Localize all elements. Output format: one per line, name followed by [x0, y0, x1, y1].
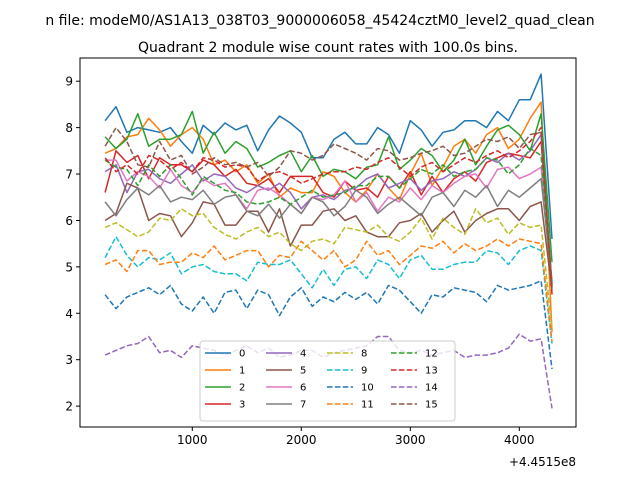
- y-tick-label: 7: [65, 168, 73, 182]
- series-line-15: [104, 126, 553, 286]
- legend-label-7: 7: [300, 400, 306, 411]
- legend-label-0: 0: [239, 349, 245, 360]
- axes-frame: [79, 57, 577, 428]
- legend-box: [199, 340, 456, 422]
- legend-label-3: 3: [239, 400, 245, 411]
- y-tick-label: 2: [65, 400, 73, 414]
- series-line-13: [104, 126, 553, 295]
- series-line-1: [104, 101, 553, 332]
- legend-label-11: 11: [361, 400, 374, 411]
- series-line-8: [104, 208, 553, 330]
- x-axis-offset-label: +4.4515e8: [509, 455, 576, 469]
- legend-label-8: 8: [361, 349, 367, 360]
- legend-label-5: 5: [300, 366, 306, 377]
- x-tick-label: 3000: [395, 433, 426, 447]
- series-line-11: [104, 238, 553, 342]
- x-tick-label: 4000: [504, 433, 535, 447]
- series-line-10: [104, 280, 553, 370]
- series-lines: [104, 73, 553, 409]
- legend-label-13: 13: [425, 366, 438, 377]
- y-tick-label: 8: [65, 121, 73, 135]
- legend-label-10: 10: [361, 383, 374, 394]
- series-line-7: [104, 177, 553, 284]
- legend-label-2: 2: [239, 383, 245, 394]
- series-line-6: [105, 159, 553, 281]
- y-tick-label: 4: [65, 307, 73, 321]
- y-tick-label: 5: [65, 260, 73, 274]
- y-tick-label: 9: [65, 75, 73, 89]
- chart-title: Quadrant 2 module wise count rates with …: [138, 40, 518, 56]
- series-line-12: [104, 147, 553, 286]
- y-tick-label: 3: [65, 353, 73, 367]
- figure-suptitle: n file: modeM0/AS1A13_038T03_9000006058_…: [45, 13, 594, 29]
- x-tick-label: 2000: [286, 433, 317, 447]
- legend-label-6: 6: [300, 383, 306, 394]
- legend-label-14: 14: [425, 383, 438, 394]
- series-line-3: [104, 140, 553, 288]
- legend-label-15: 15: [425, 400, 438, 411]
- y-axis: 2 3 4 5 6 7 8 9: [65, 75, 80, 414]
- series-line-0: [104, 73, 553, 240]
- x-tick-label: 1000: [177, 433, 208, 447]
- legend-label-1: 1: [239, 366, 245, 377]
- legend-label-9: 9: [361, 366, 367, 377]
- legend-label-12: 12: [425, 349, 438, 360]
- y-tick-label: 6: [65, 214, 73, 228]
- series-line-9: [104, 235, 553, 344]
- x-axis: 1000 2000 3000 4000: [177, 427, 535, 447]
- legend-label-4: 4: [300, 349, 306, 360]
